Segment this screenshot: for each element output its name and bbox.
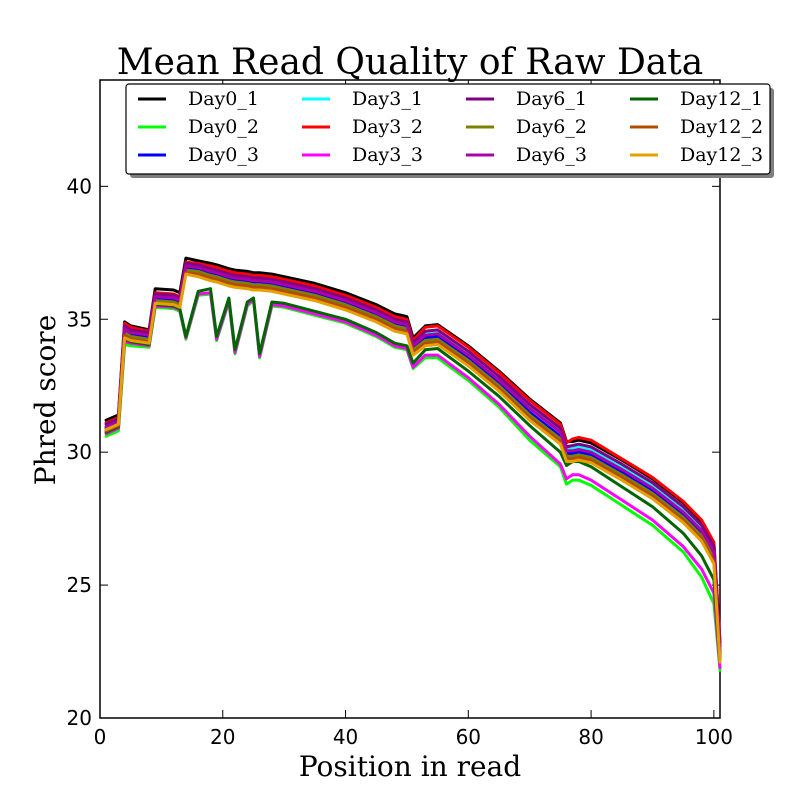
y-tick-label: 40 bbox=[67, 174, 92, 198]
legend-label: Day6_2 bbox=[516, 116, 587, 138]
series-line-day6_3 bbox=[104, 264, 722, 653]
legend-label: Day3_1 bbox=[352, 88, 423, 110]
legend-entries: Day0_1 Day0_2 Day0_3 Day3_1 Day3_2 Day3_3 Day6… bbox=[138, 88, 763, 166]
y-tick-label: 30 bbox=[67, 440, 92, 464]
x-tick-label: 60 bbox=[456, 725, 481, 749]
y-axis-label: Phred score bbox=[29, 315, 62, 486]
y-tick-label: 25 bbox=[67, 573, 92, 597]
legend-label: Day0_3 bbox=[188, 144, 259, 166]
chart-title: Mean Read Quality of Raw Data bbox=[117, 42, 703, 83]
legend-label: Day6_1 bbox=[516, 88, 587, 110]
legend-label: Day0_2 bbox=[188, 116, 259, 138]
x-tick-label: 80 bbox=[578, 725, 603, 749]
y-tick-label: 20 bbox=[67, 706, 92, 730]
x-axis: 0 20 40 60 80 100 bbox=[94, 80, 733, 749]
y-axis: 20 25 30 35 40 bbox=[67, 174, 720, 730]
x-tick-label: 0 bbox=[94, 725, 107, 749]
series-line-day0_1 bbox=[104, 256, 722, 646]
legend-box bbox=[125, 83, 771, 175]
series-line-day12_3 bbox=[104, 272, 722, 664]
legend-label: Day12_2 bbox=[680, 116, 763, 138]
x-axis-label: Position in read bbox=[299, 750, 521, 783]
x-tick-label: 40 bbox=[333, 725, 358, 749]
series-line-day6_2 bbox=[104, 268, 722, 659]
legend-label: Day12_3 bbox=[680, 144, 763, 166]
x-tick-label: 20 bbox=[210, 725, 235, 749]
series-line-day3_1 bbox=[104, 263, 722, 651]
legend-label: Day6_3 bbox=[516, 144, 587, 166]
plot-area-frame bbox=[99, 79, 721, 719]
series-line-day6_1 bbox=[104, 261, 722, 648]
legend: Day0_1 Day0_2 Day0_3 Day3_1 Day3_2 Day3_3 Day6… bbox=[125, 83, 774, 178]
legend-label: Day12_1 bbox=[680, 88, 763, 110]
legend-label: Day3_2 bbox=[352, 116, 423, 138]
legend-label: Day0_1 bbox=[188, 88, 259, 110]
y-tick-label: 35 bbox=[67, 307, 92, 331]
series-layer bbox=[104, 256, 722, 672]
legend-label: Day3_3 bbox=[352, 144, 423, 166]
x-tick-label: 100 bbox=[695, 725, 733, 749]
series-line-day3_2 bbox=[104, 260, 722, 643]
